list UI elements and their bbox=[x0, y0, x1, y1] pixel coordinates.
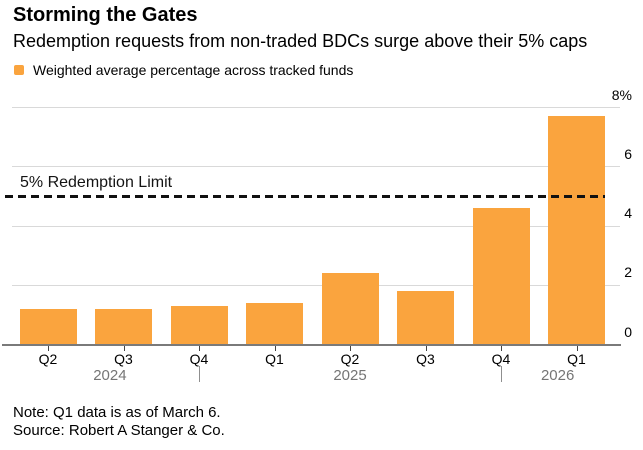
chart-subtitle: Redemption requests from non-traded BDCs… bbox=[13, 31, 588, 51]
x-axis-label: Q3 bbox=[114, 351, 133, 367]
year-tick bbox=[501, 366, 502, 382]
year-label: 2024 bbox=[93, 367, 127, 384]
x-axis-label: Q3 bbox=[416, 351, 435, 367]
chart-bar bbox=[321, 273, 379, 345]
x-axis-label: Q2 bbox=[340, 351, 360, 367]
gridline bbox=[12, 107, 620, 108]
x-tick bbox=[199, 345, 200, 351]
chart-bar bbox=[472, 208, 530, 345]
year-tick bbox=[199, 366, 200, 382]
x-tick bbox=[48, 345, 49, 351]
y-axis-label: 4 bbox=[624, 205, 632, 221]
chart-bar bbox=[95, 308, 152, 345]
y-axis-label: 6 bbox=[624, 145, 632, 162]
x-tick bbox=[123, 345, 125, 351]
y-axis-label: 8% bbox=[611, 86, 632, 103]
x-tick bbox=[350, 345, 351, 351]
x-axis-label: Q1 bbox=[567, 351, 586, 367]
legend-label: Weighted average percentage across track… bbox=[33, 62, 354, 78]
chart-bar bbox=[397, 291, 454, 345]
gridline bbox=[12, 166, 620, 168]
chart-bar bbox=[548, 116, 605, 345]
year-label: 2026 bbox=[540, 367, 575, 384]
reference-line-label: 5% Redemption Limit bbox=[20, 174, 173, 191]
x-axis-label: Q4 bbox=[189, 351, 209, 367]
chart-bar bbox=[246, 303, 303, 345]
x-axis-label: Q2 bbox=[38, 351, 58, 367]
y-axis-label: 2 bbox=[624, 264, 632, 281]
x-tick bbox=[576, 345, 578, 351]
chart-bar bbox=[170, 305, 228, 345]
x-tick bbox=[274, 345, 276, 351]
y-axis-label: 0 bbox=[624, 323, 632, 340]
x-axis-label: Q4 bbox=[491, 351, 511, 367]
chart-title: Storming the Gates bbox=[13, 4, 198, 26]
chart-source: Source: Robert A Stanger & Co. bbox=[13, 422, 225, 439]
x-axis-line bbox=[2, 344, 621, 346]
x-axis-label: Q1 bbox=[265, 351, 284, 367]
gridline bbox=[12, 225, 620, 227]
chart-note: Note: Q1 data is as of March 6. bbox=[13, 404, 221, 421]
reference-line bbox=[5, 194, 605, 198]
chart-bar bbox=[19, 308, 77, 345]
x-tick bbox=[425, 345, 427, 351]
gridline bbox=[12, 284, 620, 286]
legend-swatch-icon bbox=[14, 65, 24, 75]
x-tick bbox=[501, 345, 502, 351]
legend: Weighted average percentage across track… bbox=[14, 62, 353, 78]
year-label: 2025 bbox=[333, 367, 367, 384]
